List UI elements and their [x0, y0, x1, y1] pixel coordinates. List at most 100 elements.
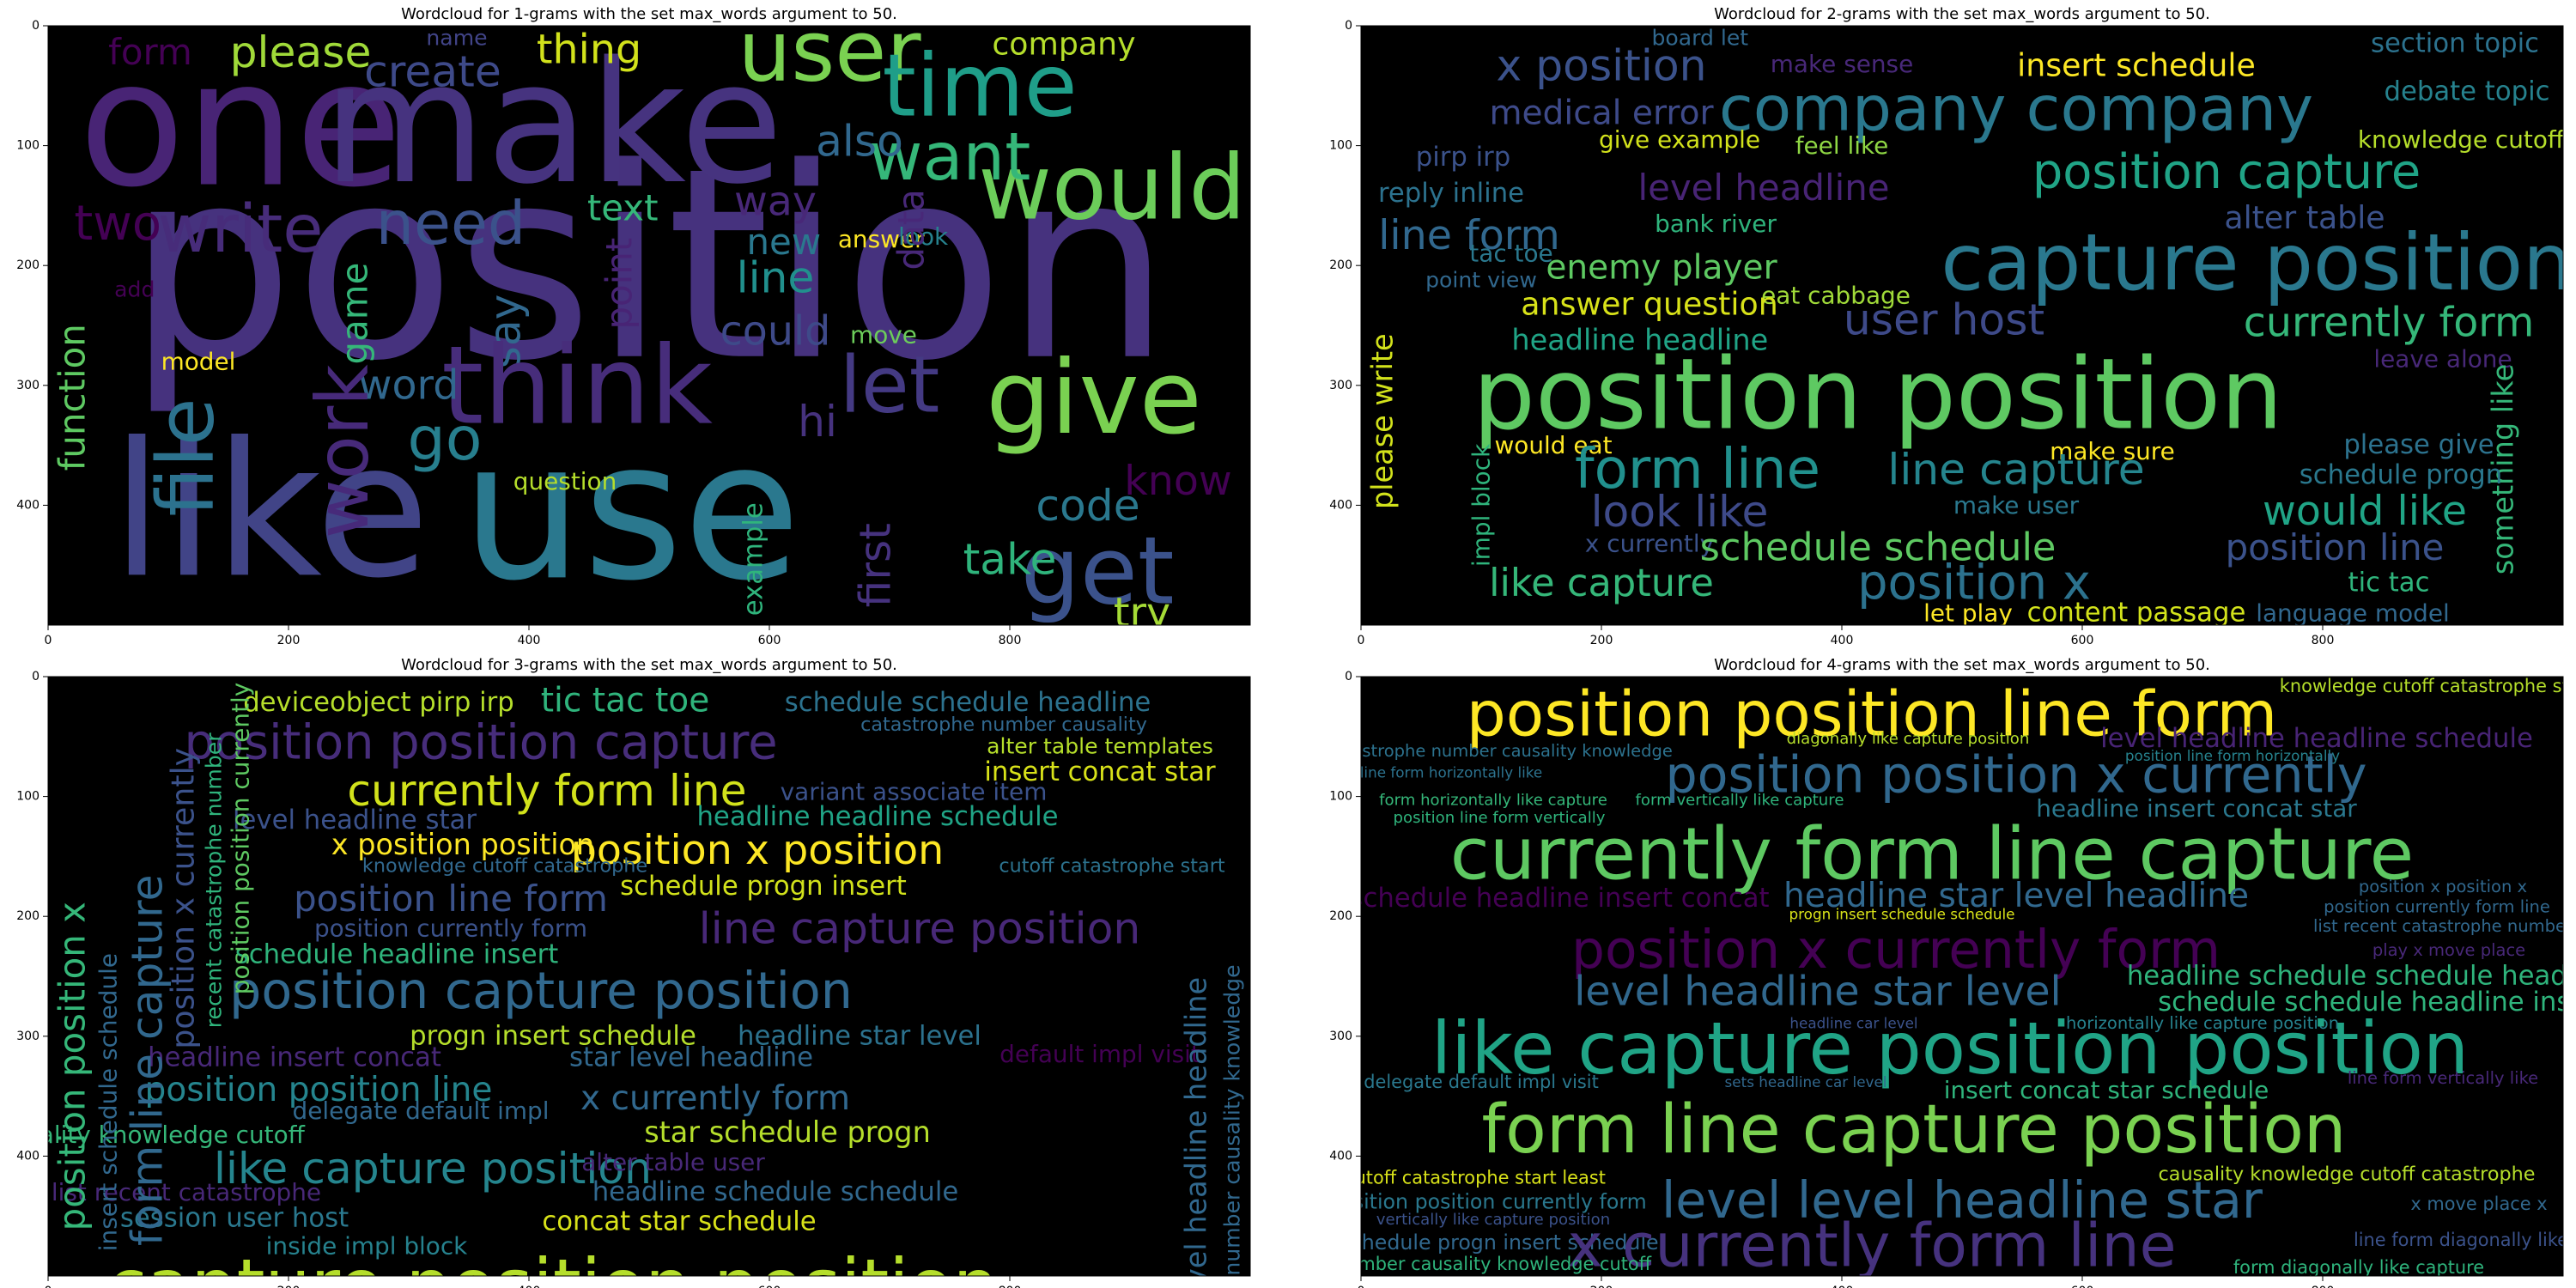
word-44: star level headline headline	[1451, 1275, 1883, 1288]
word-43: question	[513, 467, 617, 495]
word-5: level headline headline schedule	[2100, 724, 2533, 754]
panel-title: Wordcloud for 1-grams with the set max_w…	[401, 5, 897, 23]
word-2: x position	[1497, 40, 1707, 91]
word-49: level headline headline	[1180, 977, 1213, 1288]
word-22: progn insert schedule	[410, 1021, 696, 1051]
word-28: please write	[1366, 333, 1400, 509]
word-17: bank river	[1655, 210, 1777, 238]
word-12: please	[230, 27, 372, 77]
word-30: insert concat star schedule	[1944, 1076, 2269, 1104]
word-9: headline insert concat star	[2036, 794, 2357, 823]
x-tick-label: 600	[758, 1285, 781, 1288]
word-5: use	[461, 399, 800, 623]
word-21: way	[734, 179, 817, 226]
wordcloud-panel-1: Wordcloud for 1-grams with the set max_w…	[16, 3, 1251, 647]
wordcloud-panel-3: Wordcloud for 3-grams with the set max_w…	[16, 656, 1251, 1288]
word-22: new	[747, 221, 822, 263]
word-23: level headline star level	[1574, 969, 2062, 1016]
word-3: make	[323, 27, 783, 222]
x-tick-label: 400	[1831, 634, 1854, 647]
x-tick-label: 200	[277, 1285, 301, 1288]
word-23: answer	[838, 225, 925, 253]
word-37: x move place x	[2410, 1194, 2547, 1214]
word-10: also	[816, 116, 903, 167]
wordcloud-background	[1361, 677, 2563, 1276]
word-36: level level headline star	[1662, 1171, 2263, 1230]
word-33: impl block	[1467, 443, 1496, 567]
word-35: let	[840, 340, 940, 430]
word-5: position position capture	[184, 714, 777, 770]
word-27: headline headline	[1511, 323, 1768, 356]
word-23: eat cabbage	[1761, 282, 1911, 310]
word-24: schedule schedule headline insert	[2158, 987, 2576, 1018]
word-39: go	[407, 404, 482, 474]
word-40: make user	[1953, 491, 2080, 519]
word-11: give example	[1599, 125, 1760, 154]
word-20: point view	[1425, 267, 1537, 292]
wordcloud-panel-2: Wordcloud for 2-grams with the set max_w…	[1329, 5, 2572, 647]
word-7: medical error	[1489, 94, 1714, 132]
word-6: debate topic	[2385, 76, 2550, 106]
word-19: two	[74, 196, 161, 252]
word-48: let play	[1923, 599, 2013, 628]
word-36: form line	[1575, 437, 1820, 501]
word-16: line form	[1378, 212, 1560, 259]
word-16: headline star level headline	[1783, 877, 2249, 915]
word-37: model	[161, 347, 236, 375]
word-32: form line capture position	[1482, 1091, 2347, 1169]
word-25: data	[890, 189, 933, 270]
word-18: progn insert schedule schedule	[1789, 905, 2015, 922]
word-16: name	[426, 25, 487, 50]
word-8: currently form line	[347, 765, 746, 816]
word-15: cutoff catastrophe start	[999, 855, 1225, 878]
wordcloud-background	[1361, 26, 2563, 625]
y-tick-label: 100	[16, 790, 39, 804]
plot-frame	[1360, 676, 2564, 1277]
y-tick-label: 200	[16, 909, 39, 923]
word-2: one	[79, 22, 403, 225]
word-27: like capture position position	[1431, 1006, 2469, 1091]
word-10: headline headline schedule	[696, 802, 1058, 832]
y-tick-label: 200	[16, 258, 39, 272]
word-34: please give	[2343, 430, 2494, 460]
word-48: try	[1114, 590, 1170, 637]
word-21: enemy player	[1546, 248, 1777, 287]
word-6: user	[738, 3, 921, 101]
y-tick-label: 400	[16, 1149, 39, 1163]
x-tick-label: 200	[1590, 634, 1613, 647]
word-32: like capture position	[214, 1143, 652, 1194]
word-34: headline schedule schedule	[592, 1177, 959, 1207]
word-14: thing	[537, 26, 641, 73]
y-tick-label: 100	[16, 139, 39, 153]
word-41: would like	[2263, 488, 2467, 535]
word-26: currently form	[2244, 300, 2535, 347]
word-1: position	[127, 112, 1171, 419]
word-15: create	[364, 46, 501, 97]
x-tick-label: 800	[2312, 1285, 2335, 1288]
word-25: user host	[1844, 295, 2044, 345]
y-tick-label: 0	[32, 19, 39, 33]
word-20: position x currently form	[1571, 920, 2221, 981]
word-43: form diagonally like capture	[2233, 1257, 2484, 1278]
word-40: hi	[798, 396, 837, 447]
word-41: file	[142, 398, 232, 516]
word-22: capture position	[1941, 218, 2572, 308]
word-13: currently form line capture	[1450, 812, 2414, 896]
word-15: level headline	[1637, 167, 1889, 209]
word-7: time	[882, 35, 1077, 136]
word-28: delegate default impl	[293, 1097, 550, 1125]
word-8: position position x currently	[1665, 745, 2366, 804]
word-46: get	[1021, 517, 1175, 626]
word-21: position capture position	[229, 962, 853, 1020]
word-1: deviceobject pirp irp	[243, 688, 514, 718]
word-38: inside impl block	[266, 1232, 469, 1261]
word-4: insert schedule	[2017, 47, 2256, 84]
x-tick-label: 0	[1358, 634, 1365, 647]
word-23: headline star level	[738, 1021, 981, 1051]
word-45: form line capture	[121, 874, 172, 1246]
word-29: move	[850, 321, 917, 349]
word-3: make sense	[1771, 50, 1914, 78]
word-28: could	[720, 307, 831, 355]
